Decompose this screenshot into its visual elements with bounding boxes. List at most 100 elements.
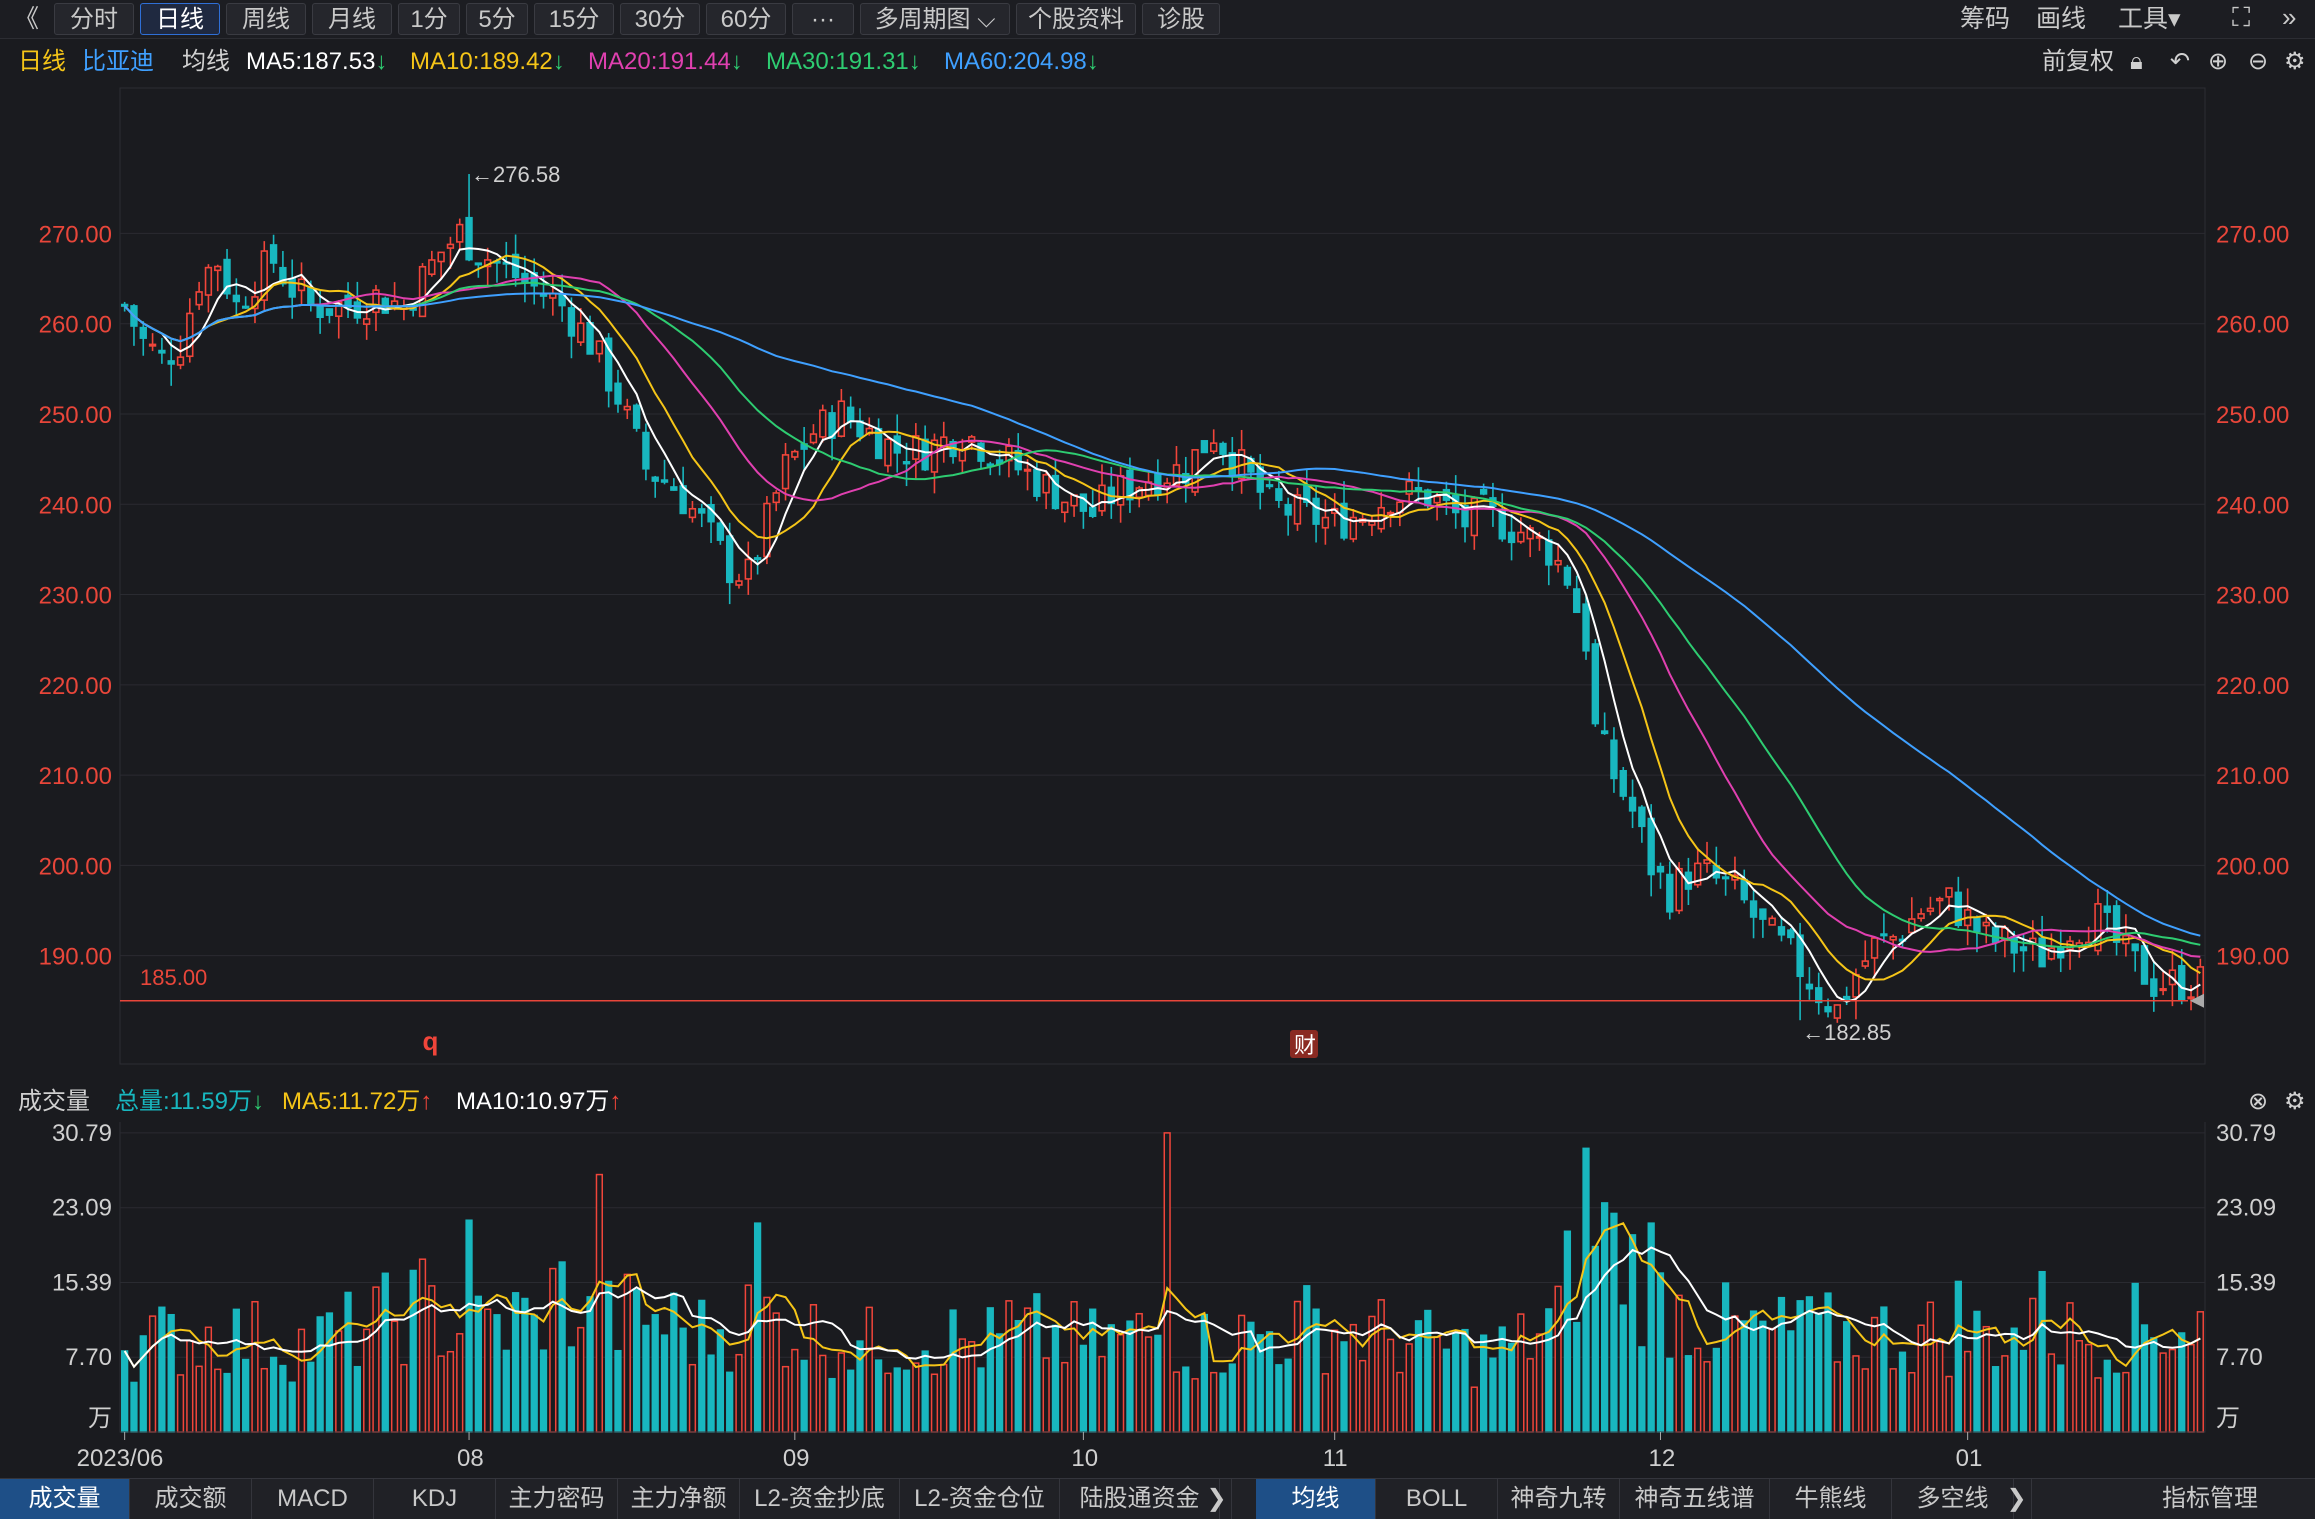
period-tab-2[interactable]: 周线 <box>226 3 306 35</box>
ma-label[interactable]: 均线 <box>182 48 230 75</box>
zoom-out-icon[interactable]: ⊖ <box>2248 48 2269 75</box>
volume-bar <box>753 1222 762 1433</box>
period-tab-4[interactable]: 1分 <box>398 3 460 35</box>
candle-body <box>1889 935 1897 941</box>
candle-body <box>2019 946 2028 952</box>
period-tab-3[interactable]: 月线 <box>312 3 392 35</box>
indicator-tab-1[interactable]: 成交额 <box>130 1479 252 1519</box>
volume-bar <box>1005 1300 1013 1433</box>
volume-ma5: MA5:11.72万↑ <box>282 1088 433 1115</box>
indicator-tab-5[interactable]: 主力净额 <box>618 1479 740 1519</box>
indicator-tab-6[interactable]: L2-资金抄底 <box>740 1479 900 1519</box>
overlay-tab-1[interactable]: BOLL <box>1376 1479 1498 1519</box>
candle-body <box>1666 873 1674 913</box>
candle-body <box>1051 474 1060 510</box>
candle-body <box>1349 516 1358 540</box>
period-tab-9[interactable]: ··· <box>792 3 854 35</box>
fullscreen-icon[interactable]: ⛶ <box>2232 2 2251 32</box>
period-tab-0[interactable]: 分时 <box>54 3 134 35</box>
overlay-tab-0[interactable]: 均线 <box>1256 1479 1376 1519</box>
candle-body <box>651 476 659 482</box>
candle-body <box>1126 469 1134 501</box>
chip-button[interactable]: 筹码 <box>1960 5 2011 33</box>
settings-gear-icon[interactable]: ⚙ <box>2284 48 2306 75</box>
candle-body <box>1749 900 1758 918</box>
volume-bar <box>1722 1282 1730 1433</box>
candle-body <box>428 259 436 276</box>
period-tab-6[interactable]: 15分 <box>534 3 614 35</box>
candle-body <box>1703 859 1711 865</box>
period-tab-7[interactable]: 30分 <box>620 3 700 35</box>
volume-bar <box>1191 1378 1199 1433</box>
kline-chart[interactable]: 270.00 260.00 250.00 240.00 230.00 220.00 210.… <box>0 0 2315 1478</box>
volume-bar <box>1396 1371 1404 1433</box>
draw-button[interactable]: 画线 <box>2036 5 2087 33</box>
volume-tick-left: 30.79 <box>52 1120 112 1147</box>
adjust-label[interactable]: 前复权 <box>2042 48 2114 75</box>
ma10-line <box>123 254 2201 981</box>
overlay-tab-3[interactable]: 神奇五线谱 <box>1620 1479 1770 1519</box>
period-tab-11[interactable]: 个股资料 <box>1016 3 1136 35</box>
period-tab-12[interactable]: 诊股 <box>1142 3 1220 35</box>
period-tab-10[interactable]: 多周期图 ⌵ <box>860 3 1010 35</box>
volume-bar <box>1349 1323 1357 1433</box>
candle-body <box>325 308 334 316</box>
candle-body <box>195 291 203 306</box>
volume-bar <box>1144 1336 1153 1433</box>
candle-body <box>204 266 213 296</box>
volume-bar <box>595 1173 603 1433</box>
indicator-manage-button[interactable]: 指标管理 <box>2162 1485 2258 1512</box>
x-tick-label: 09 <box>783 1445 810 1472</box>
volume-title: 成交量 <box>18 1088 90 1115</box>
candle-body <box>1312 497 1320 525</box>
tools-button[interactable]: 工具▾ <box>2118 5 2181 33</box>
candle-body <box>614 382 622 405</box>
back-chevron-icon[interactable]: 《 <box>14 5 40 33</box>
volume-bar <box>577 1326 585 1433</box>
overlay-tab-4[interactable]: 牛熊线 <box>1770 1479 1892 1519</box>
indicator-tab-2[interactable]: MACD <box>252 1479 374 1519</box>
indicator-tab-7[interactable]: L2-资金仓位 <box>900 1479 1060 1519</box>
volume-bar <box>1061 1361 1069 1433</box>
candle-body <box>1386 511 1395 515</box>
candle-body <box>1777 926 1786 936</box>
overlay-tab-2[interactable]: 神奇九转 <box>1498 1479 1620 1519</box>
volume-bar <box>847 1369 855 1433</box>
volume-bar <box>1870 1316 1879 1433</box>
volume-bar <box>2187 1343 2195 1433</box>
volume-settings-gear-icon[interactable]: ⚙ <box>2284 1088 2306 1115</box>
undo-icon[interactable]: ↶ <box>2170 48 2191 75</box>
period-tab-8[interactable]: 60分 <box>706 3 786 35</box>
indicator-tab-8[interactable]: 陆股通资金 <box>1060 1479 1220 1519</box>
period-tab-5[interactable]: 5分 <box>466 3 528 35</box>
indicator-tab-4[interactable]: 主力密码 <box>496 1479 618 1519</box>
zoom-in-icon[interactable]: ⊕ <box>2208 48 2229 75</box>
volume-bar <box>353 1365 361 1433</box>
volume-bar <box>2038 1270 2046 1433</box>
indicator-tab-0[interactable]: 成交量 <box>0 1479 130 1519</box>
volume-tick-right: 30.79 <box>2216 1120 2276 1147</box>
candle-body <box>884 438 892 467</box>
lock-icon[interactable]: 🔒︎ <box>2130 48 2143 75</box>
tabs-next-icon[interactable]: ❯ <box>1202 1479 1232 1519</box>
indicator-tab-3[interactable]: KDJ <box>374 1479 496 1519</box>
volume-bar <box>567 1346 576 1433</box>
price-tick-right: 260.00 <box>2216 312 2289 339</box>
volume-bar <box>1340 1341 1348 1433</box>
collapse-icon[interactable]: » <box>2282 2 2297 32</box>
stock-name[interactable]: 比亚迪 <box>82 48 154 75</box>
tabs-next-icon-right[interactable]: ❯ <box>2002 1479 2032 1519</box>
candle-body <box>120 303 129 307</box>
volume-bar <box>1182 1366 1190 1433</box>
candle-body <box>1479 488 1488 495</box>
high-label: ←276.58 <box>471 162 560 187</box>
close-icon[interactable]: ⊗ <box>2248 1088 2269 1115</box>
price-tick-right: 200.00 <box>2216 853 2289 880</box>
period-tab-1[interactable]: 日线 <box>140 3 220 35</box>
candle-body <box>418 265 427 318</box>
volume-bar <box>1945 1375 1953 1433</box>
volume-bar <box>1740 1320 1748 1433</box>
volume-bar <box>1535 1333 1544 1433</box>
overlay-tab-5[interactable]: 多空线 <box>1892 1479 2014 1519</box>
candle-body <box>1582 603 1590 652</box>
